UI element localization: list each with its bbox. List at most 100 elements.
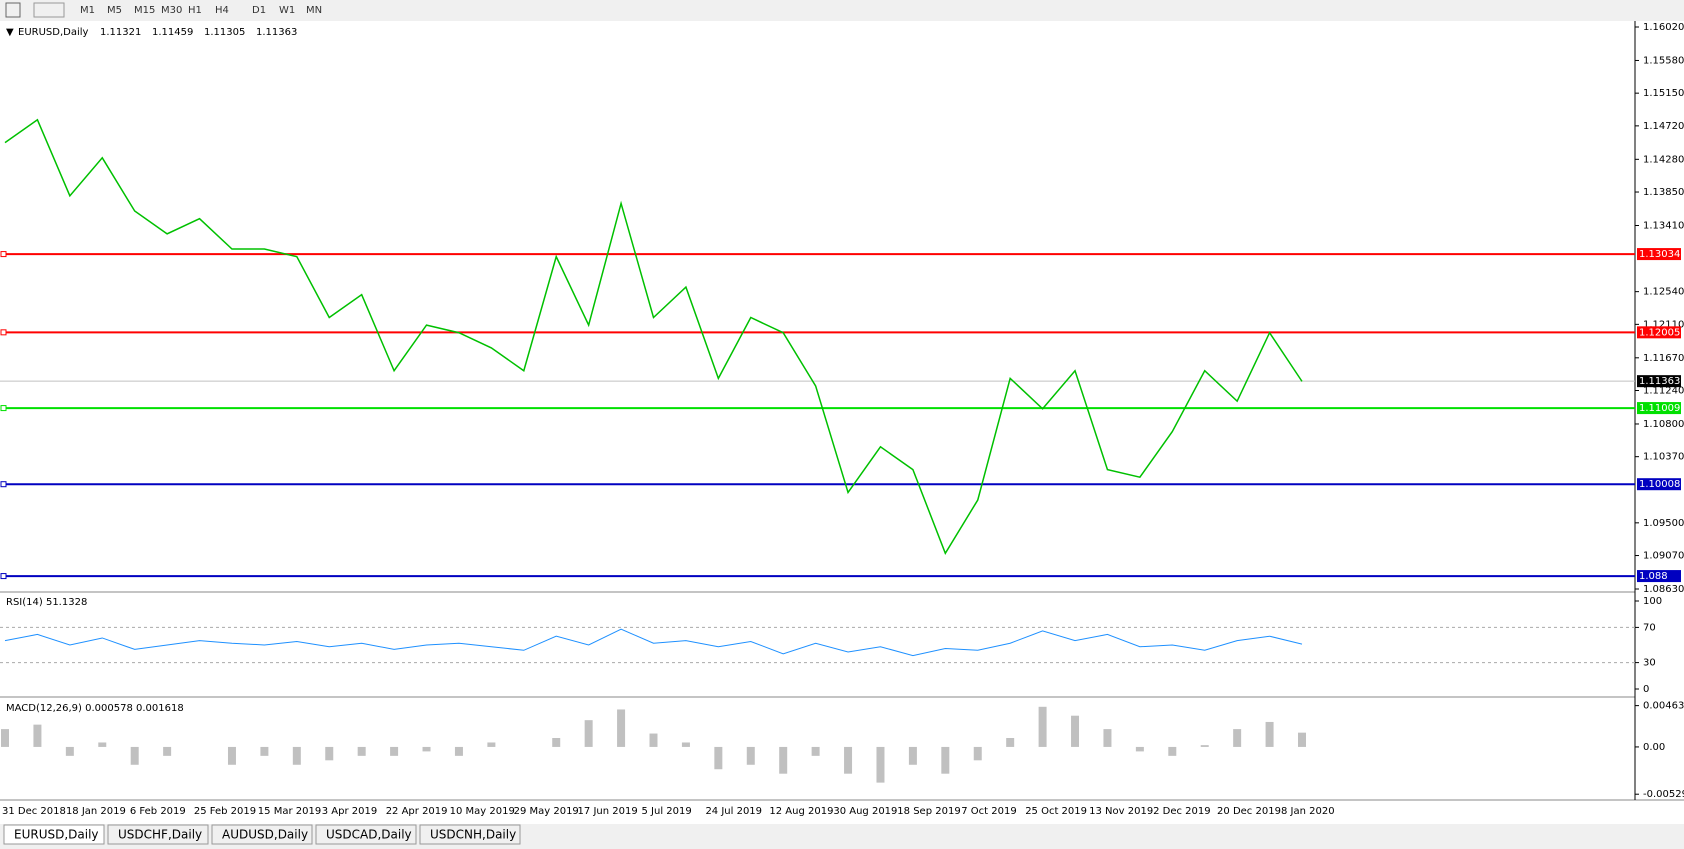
macd-bar xyxy=(746,746,755,765)
timeframe-button[interactable]: M1 xyxy=(80,5,95,16)
price-tick-label: 1.13850 xyxy=(1643,187,1684,198)
price-tick-label: 1.11240 xyxy=(1643,386,1684,397)
macd-bar xyxy=(227,746,236,765)
macd-bar xyxy=(584,720,593,747)
level-label: 1.10008 xyxy=(1639,479,1680,490)
macd-bar xyxy=(1135,746,1144,752)
price-tick-label: 1.14280 xyxy=(1643,154,1684,165)
level-label: 1.11009 xyxy=(1639,403,1680,414)
rsi-tick-label: 30 xyxy=(1643,658,1656,669)
macd-bar xyxy=(1265,721,1274,747)
macd-bar xyxy=(163,746,172,756)
price-tick-label: 1.09070 xyxy=(1643,551,1684,562)
macd-bar xyxy=(1071,715,1080,747)
price-tick-label: 1.14720 xyxy=(1643,121,1684,132)
chart-tab-label[interactable]: USDCHF,Daily xyxy=(118,828,202,842)
price-tick-label: 1.16020 xyxy=(1643,22,1684,33)
macd-bar xyxy=(1298,732,1306,747)
macd-bar xyxy=(357,746,366,756)
chart-tab[interactable] xyxy=(419,824,521,845)
rsi-tick-label: 70 xyxy=(1643,622,1656,633)
timeframe-button[interactable]: H4 xyxy=(215,5,229,16)
level-label-box xyxy=(1637,248,1681,261)
macd-bar xyxy=(454,746,463,756)
timeframe-button[interactable]: M30 xyxy=(161,5,182,16)
date-label: 8 Jan 2020 xyxy=(1281,806,1335,817)
date-label: 18 Jan 2019 xyxy=(66,806,126,817)
level-label-box xyxy=(1637,326,1681,339)
macd-bar xyxy=(1168,746,1177,756)
macd-label: MACD(12,26,9) 0.000578 0.001618 xyxy=(6,703,184,714)
level-label: 1.088 xyxy=(1639,571,1668,582)
macd-bar xyxy=(65,746,74,756)
price-tick-label: 1.12110 xyxy=(1643,319,1684,330)
timeframe-button[interactable]: D1 xyxy=(252,5,266,16)
macd-bar xyxy=(487,742,496,747)
ohlc-value: 1.11363 xyxy=(256,27,297,38)
macd-bar xyxy=(98,742,107,747)
chart-area xyxy=(0,21,1684,824)
date-label: 31 Dec 2018 xyxy=(2,806,66,817)
level-anchor xyxy=(0,481,7,488)
macd-bar xyxy=(1,729,9,747)
date-label: 25 Feb 2019 xyxy=(194,806,256,817)
chart-tab[interactable] xyxy=(107,824,209,845)
macd-tick-label: -0.005299 xyxy=(1643,789,1684,800)
chart-tab[interactable] xyxy=(315,824,417,845)
current-price-label: 1.11363 xyxy=(1639,376,1680,387)
date-label: 18 Sep 2019 xyxy=(897,806,960,817)
price-tick-label: 1.13410 xyxy=(1643,220,1684,231)
price-tick-label: 1.15580 xyxy=(1643,55,1684,66)
level-anchor xyxy=(0,329,7,336)
macd-bar xyxy=(325,746,334,761)
timeframe-button[interactable]: M15 xyxy=(134,5,155,16)
date-label: 17 Jun 2019 xyxy=(578,806,638,817)
date-label: 5 Jul 2019 xyxy=(642,806,692,817)
price-tick-label: 1.12540 xyxy=(1643,287,1684,298)
toolbar-icon[interactable] xyxy=(33,2,65,18)
macd-bar xyxy=(941,746,950,774)
date-label: 30 Aug 2019 xyxy=(833,806,897,817)
date-label: 20 Dec 2019 xyxy=(1217,806,1281,817)
date-label: 6 Feb 2019 xyxy=(130,806,186,817)
price-tick-label: 1.10370 xyxy=(1643,452,1684,463)
chart-tab-label[interactable]: USDCNH,Daily xyxy=(430,828,516,842)
rsi-label: RSI(14) 51.1328 xyxy=(6,597,87,608)
date-label: 24 Jul 2019 xyxy=(705,806,762,817)
timeframe-button[interactable]: M5 xyxy=(107,5,122,16)
chart-tab-label[interactable]: AUDUSD,Daily xyxy=(222,828,308,842)
macd-bar xyxy=(1233,729,1242,747)
macd-tick-label: 0.00 xyxy=(1643,742,1665,753)
macd-bar xyxy=(260,746,269,756)
macd-bar xyxy=(33,724,42,747)
chart-tab-label[interactable]: EURUSD,Daily xyxy=(14,828,99,842)
price-tick-label: 1.09500 xyxy=(1643,518,1684,529)
level-label: 1.13034 xyxy=(1639,249,1680,260)
level-label-box xyxy=(1637,570,1681,583)
chart-tab-label[interactable]: USDCAD,Daily xyxy=(326,828,412,842)
toolbar-icon[interactable] xyxy=(5,2,21,18)
rsi-line xyxy=(4,628,1303,657)
date-label: 10 May 2019 xyxy=(450,806,515,817)
macd-bar xyxy=(1038,706,1047,747)
price-tick-label: 1.08630 xyxy=(1643,584,1684,595)
rsi-tick-label: 100 xyxy=(1643,596,1662,607)
price-tick-label: 1.15150 xyxy=(1643,88,1684,99)
chart-tab[interactable] xyxy=(211,824,313,845)
header-arrow: ▼ xyxy=(6,27,14,38)
macd-tick-label: 0.00463 xyxy=(1643,701,1684,712)
macd-bar xyxy=(390,746,399,756)
date-label: 25 Oct 2019 xyxy=(1025,806,1087,817)
macd-bar xyxy=(292,746,301,765)
timeframe-button[interactable]: H1 xyxy=(188,5,202,16)
price-tick-label: 1.10800 xyxy=(1643,419,1684,430)
current-price-box xyxy=(1637,375,1681,388)
level-anchor xyxy=(0,251,7,258)
price-line xyxy=(4,118,1303,555)
macd-bar xyxy=(779,746,788,774)
macd-bar xyxy=(1200,745,1209,747)
timeframe-button[interactable]: W1 xyxy=(279,5,295,16)
timeframe-button[interactable]: MN xyxy=(306,5,322,16)
chart-tab[interactable] xyxy=(3,824,105,845)
